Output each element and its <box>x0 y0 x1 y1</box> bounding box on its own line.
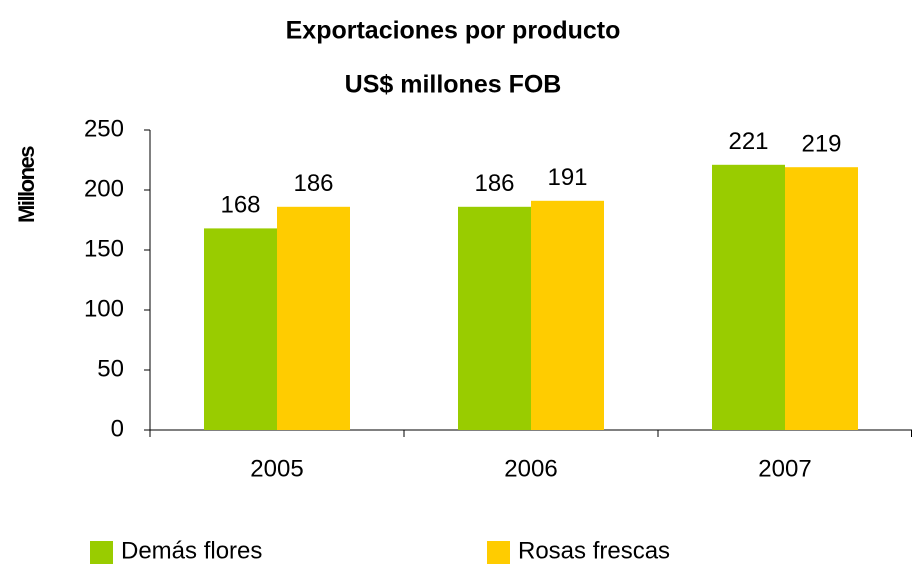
y-tick-label: 150 <box>84 235 124 262</box>
data-label: 186 <box>474 170 514 197</box>
data-label: 219 <box>801 131 841 158</box>
bar <box>785 167 858 430</box>
y-tick-label: 250 <box>84 115 124 142</box>
bar <box>204 228 277 430</box>
chart-title: Exportaciones por producto <box>286 17 621 45</box>
chart-subtitle: US$ millones FOB <box>345 71 562 99</box>
legend-label: Demás flores <box>121 537 262 564</box>
data-label: 221 <box>728 128 768 155</box>
y-tick-label: 0 <box>111 415 124 442</box>
data-label: 191 <box>547 164 587 191</box>
y-axis-label: Millones <box>14 146 39 223</box>
data-label: 168 <box>220 192 260 219</box>
legend-swatch <box>90 541 113 564</box>
x-tick-label: 2005 <box>250 455 303 482</box>
bar <box>458 206 531 430</box>
x-tick-label: 2006 <box>504 455 557 482</box>
y-tick-label: 100 <box>84 295 124 322</box>
y-tick-label: 50 <box>97 355 124 382</box>
data-label: 186 <box>293 170 333 197</box>
bar <box>712 164 785 431</box>
x-tick-label: 2007 <box>758 455 811 482</box>
legend-swatch <box>487 541 510 564</box>
bar <box>531 200 604 430</box>
y-tick-label: 200 <box>84 175 124 202</box>
legend-label: Rosas frescas <box>518 537 670 564</box>
bar <box>277 206 350 430</box>
